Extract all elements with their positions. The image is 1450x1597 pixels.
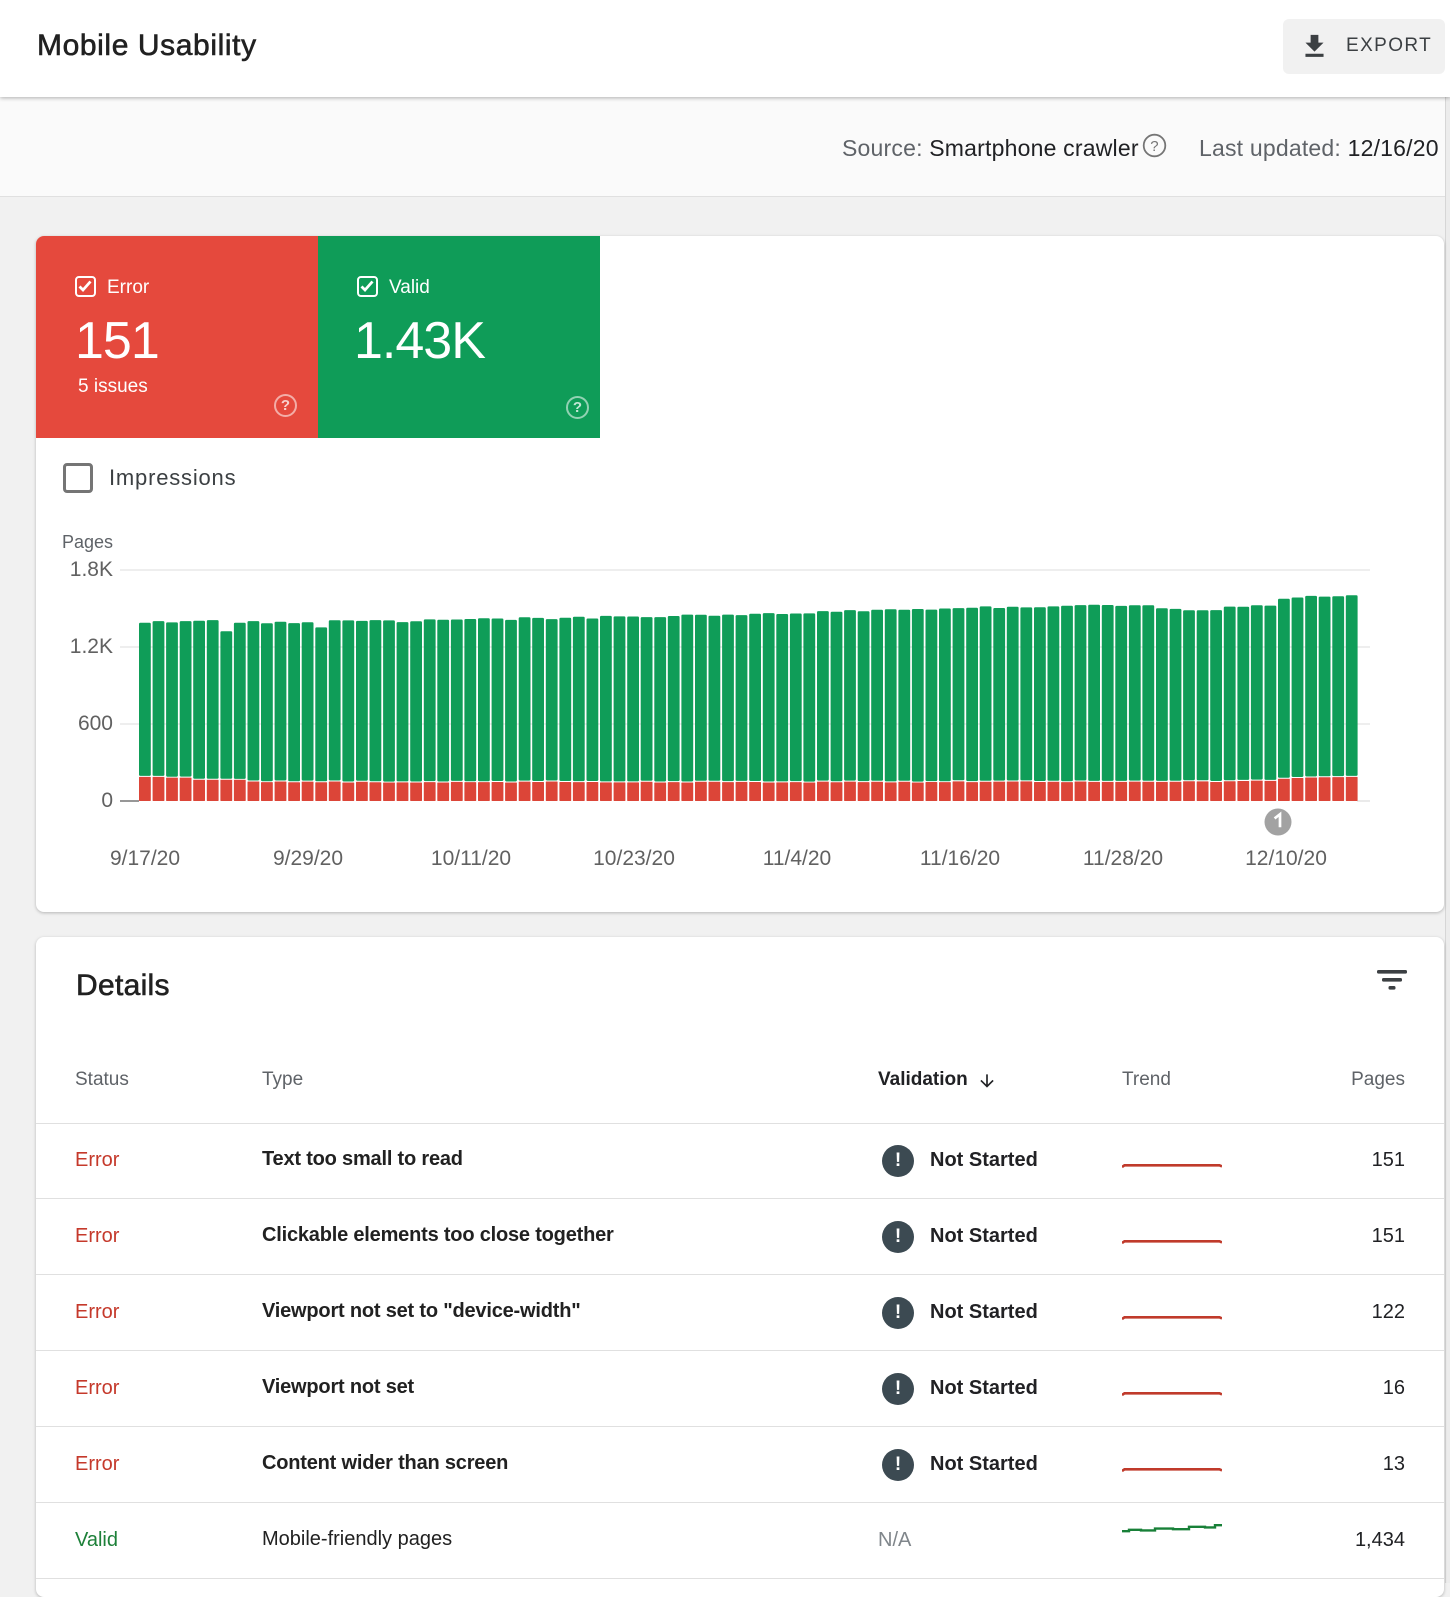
svg-text:?: ? xyxy=(1150,138,1159,155)
